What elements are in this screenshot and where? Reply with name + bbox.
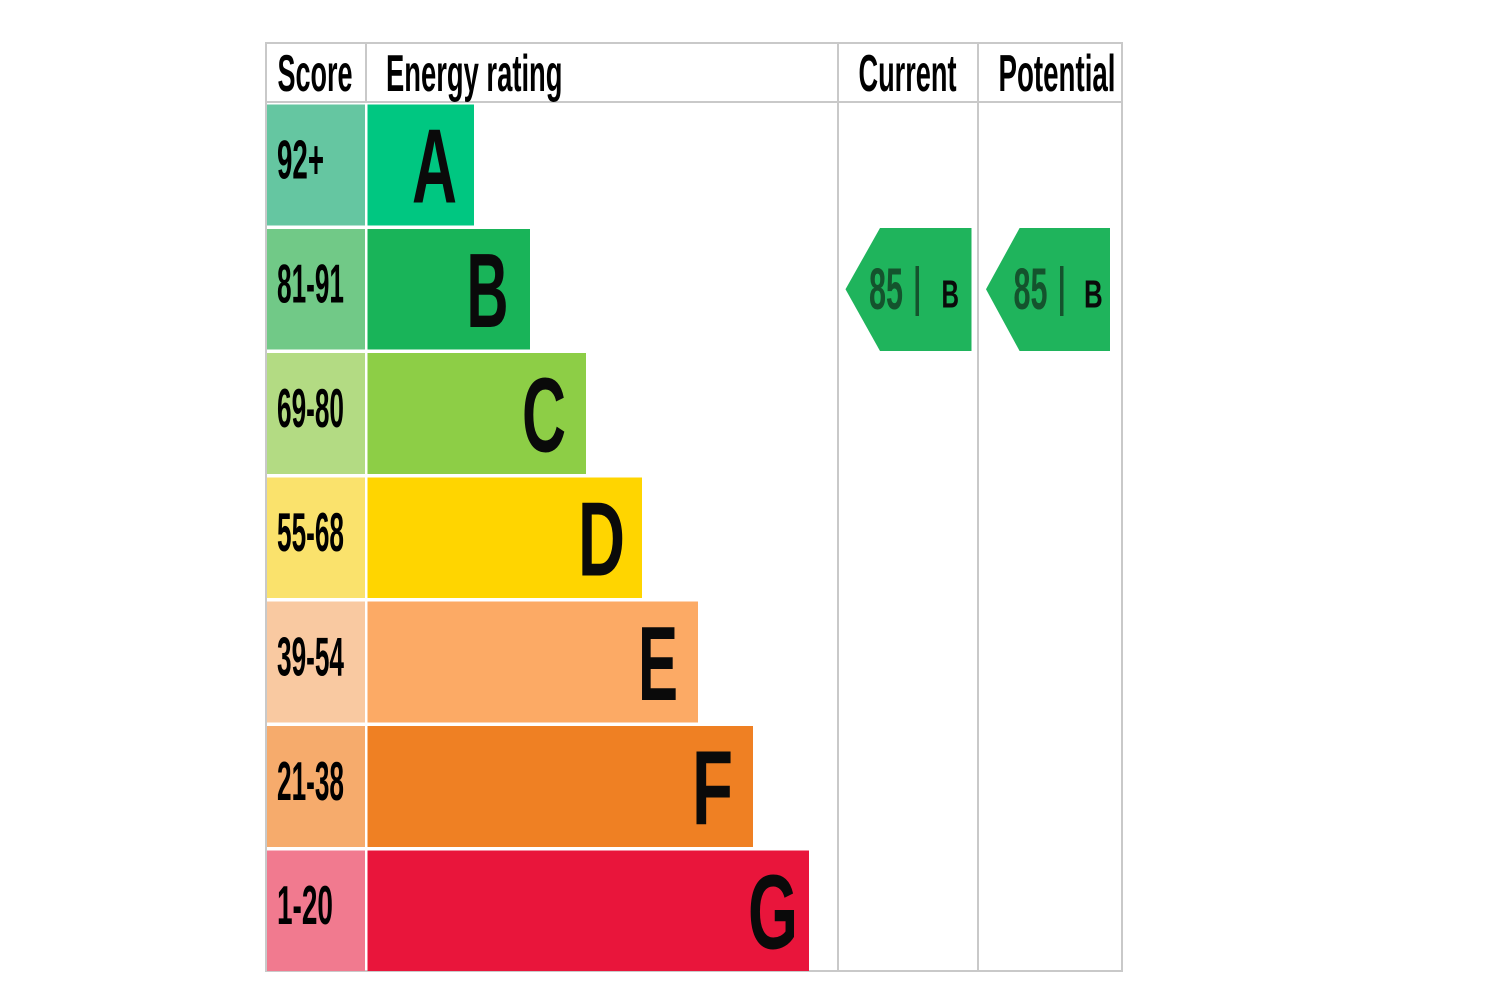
svg-text:1-20: 1-20	[277, 874, 333, 936]
svg-text:85: 85	[869, 257, 903, 322]
svg-text:39-54: 39-54	[277, 626, 344, 688]
svg-text:B: B	[942, 274, 960, 317]
svg-text:B: B	[467, 232, 509, 350]
svg-text:F: F	[692, 729, 733, 847]
svg-text:Energy rating: Energy rating	[386, 45, 563, 103]
svg-text:Potential: Potential	[999, 45, 1116, 103]
svg-text:85: 85	[1014, 257, 1048, 322]
svg-text:E: E	[638, 605, 678, 723]
svg-text:B: B	[1084, 274, 1103, 317]
svg-text:Score: Score	[278, 45, 353, 103]
svg-text:C: C	[522, 356, 566, 474]
svg-text:21-38: 21-38	[277, 750, 344, 812]
svg-text:D: D	[578, 481, 625, 599]
svg-text:G: G	[748, 854, 798, 972]
svg-text:55-68: 55-68	[277, 501, 344, 563]
svg-text:81-91: 81-91	[277, 253, 344, 315]
svg-text:Current: Current	[859, 45, 957, 103]
svg-text:92+: 92+	[277, 128, 324, 190]
svg-text:69-80: 69-80	[277, 377, 344, 439]
svg-text:A: A	[412, 108, 457, 226]
